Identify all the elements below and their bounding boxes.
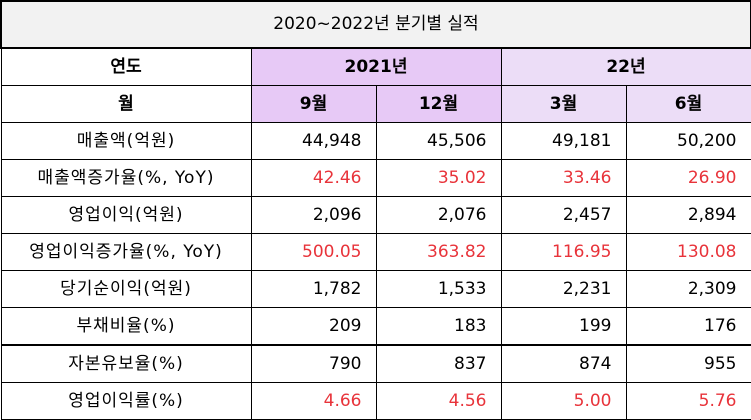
table-row: 자본유보율(%) 790 837 874 955 [0, 344, 751, 383]
cell-value: 116.95 [500, 233, 627, 271]
cell-value: 199 [500, 307, 627, 346]
row-label: 당기순이익(억원) [0, 270, 252, 308]
cell-value: 2,457 [500, 196, 627, 234]
cell-value: 874 [500, 344, 627, 383]
cell-value: 1,533 [375, 270, 502, 308]
month-header-12: 12월 [375, 85, 502, 123]
month-header-9: 9월 [250, 85, 377, 123]
cell-value: 33.46 [500, 159, 627, 197]
row-label: 매출액(억원) [0, 122, 252, 160]
cell-value: 35.02 [375, 159, 502, 197]
cell-value: 4.56 [375, 382, 502, 420]
table-row: 부채비율(%) 209 183 199 176 [0, 307, 751, 346]
table-row: 매출액(억원) 44,948 45,506 49,181 50,200 [0, 122, 751, 160]
cell-value: 955 [625, 344, 751, 383]
row-label: 영업이익률(%) [0, 382, 252, 420]
cell-value: 44,948 [250, 122, 377, 160]
cell-value: 130.08 [625, 233, 751, 271]
cell-value: 2,076 [375, 196, 502, 234]
cell-value: 209 [250, 307, 377, 346]
year-header-2021: 2021년 [250, 47, 502, 86]
row-label: 매출액증가율(%, YoY) [0, 159, 252, 197]
year-header-label: 연도 [0, 47, 252, 86]
cell-value: 2,894 [625, 196, 751, 234]
cell-value: 176 [625, 307, 751, 346]
year-header-22: 22년 [500, 47, 751, 86]
table-row: 영업이익률(%) 4.66 4.56 5.00 5.76 [0, 382, 751, 420]
row-label: 부채비율(%) [0, 307, 252, 346]
row-label: 자본유보율(%) [0, 344, 252, 383]
cell-value: 363.82 [375, 233, 502, 271]
row-label: 영업이익(억원) [0, 196, 252, 234]
table-title: 2020~2022년 분기별 실적 [0, 0, 751, 49]
month-header-3: 3월 [500, 85, 627, 123]
cell-value: 26.90 [625, 159, 751, 197]
row-label: 영업이익증가율(%, YoY) [0, 233, 252, 271]
cell-value: 49,181 [500, 122, 627, 160]
cell-value: 2,309 [625, 270, 751, 308]
table-row: 영업이익증가율(%, YoY) 500.05 363.82 116.95 130… [0, 233, 751, 271]
table-row: 영업이익(억원) 2,096 2,076 2,457 2,894 [0, 196, 751, 234]
cell-value: 4.66 [250, 382, 377, 420]
cell-value: 2,231 [500, 270, 627, 308]
cell-value: 2,096 [250, 196, 377, 234]
cell-value: 5.76 [625, 382, 751, 420]
cell-value: 50,200 [625, 122, 751, 160]
month-header-label: 월 [0, 85, 252, 123]
table-row: 당기순이익(억원) 1,782 1,533 2,231 2,309 [0, 270, 751, 308]
cell-value: 5.00 [500, 382, 627, 420]
cell-value: 500.05 [250, 233, 377, 271]
cell-value: 790 [250, 344, 377, 383]
month-header-6: 6월 [625, 85, 751, 123]
cell-value: 45,506 [375, 122, 502, 160]
table-row: 매출액증가율(%, YoY) 42.46 35.02 33.46 26.90 [0, 159, 751, 197]
cell-value: 1,782 [250, 270, 377, 308]
cell-value: 42.46 [250, 159, 377, 197]
cell-value: 183 [375, 307, 502, 346]
cell-value: 837 [375, 344, 502, 383]
